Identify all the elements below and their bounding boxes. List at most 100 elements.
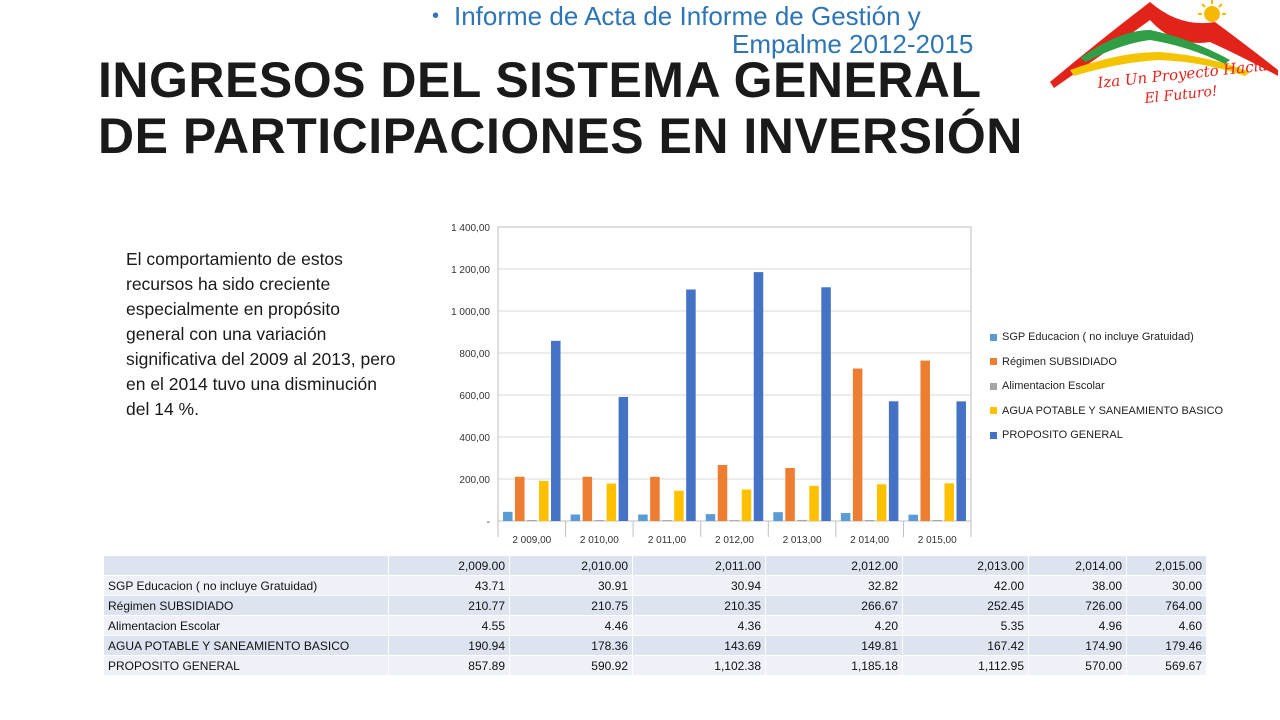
table-cell: 4.46 <box>509 615 633 636</box>
legend-swatch <box>990 431 997 439</box>
description-text: El comportamiento de estos recursos ha s… <box>126 249 396 419</box>
table-cell: 30.94 <box>632 575 766 596</box>
table-row-label: PROPOSITO GENERAL <box>103 655 389 676</box>
legend-swatch <box>990 358 997 366</box>
x-tick-label: 2 009,00 <box>512 535 551 546</box>
table-row-label: Régimen SUBSIDIADO <box>103 595 389 616</box>
table-cell: 38.00 <box>1028 575 1127 596</box>
bar <box>527 520 537 521</box>
table-row: Régimen SUBSIDIADO 210.77 210.75 210.35 266.… <box>103 595 1207 616</box>
table-cell: 4.36 <box>632 615 766 636</box>
table-cell: 252.45 <box>902 595 1029 616</box>
table-cell: 30.00 <box>1126 575 1207 596</box>
legend-item: PROPOSITO GENERAL <box>990 423 1270 448</box>
y-tick-label: 1 400,00 <box>451 223 490 234</box>
table-row: SGP Educacion ( no incluye Gratuidad) 43.… <box>103 575 1207 596</box>
x-tick-label: 2 011,00 <box>648 535 687 546</box>
y-tick-label: 400,00 <box>459 433 490 444</box>
municipal-logo: Iza Un Proyecto Hacia El Futuro! <box>1050 0 1278 107</box>
table-cell: 570.00 <box>1028 655 1127 676</box>
table-cell: 32.82 <box>765 575 903 596</box>
bar <box>809 485 819 521</box>
bar <box>773 512 783 521</box>
table-cell: 174.90 <box>1028 635 1127 656</box>
table-row-label: Alimentacion Escolar <box>103 615 389 636</box>
bar <box>618 396 629 521</box>
table-row: Alimentacion Escolar 4.55 4.46 4.36 4.20 5.35… <box>103 615 1207 636</box>
table-cell: 569.67 <box>1126 655 1207 676</box>
table-cell: 4.60 <box>1126 615 1207 636</box>
bar <box>729 520 740 521</box>
legend-item: Alimentacion Escolar <box>990 374 1270 399</box>
legend-label: PROPOSITO GENERAL <box>1002 429 1123 442</box>
mountain-yellow-icon <box>1070 52 1250 76</box>
table-cell: 4.96 <box>1028 615 1127 636</box>
table-header-row: 2,009.00 2,010.00 2,011.00 2,012.00 2,013.00… <box>103 555 1207 576</box>
data-table: 2,009.00 2,010.00 2,011.00 2,012.00 2,013.00… <box>103 555 1207 676</box>
bar <box>662 520 672 521</box>
table-cell: 143.69 <box>632 635 766 656</box>
table-cell: 178.36 <box>509 635 633 656</box>
bar <box>908 514 918 521</box>
table-cell: 149.81 <box>765 635 903 656</box>
mountain-red-icon <box>1050 2 1278 88</box>
bar <box>821 287 831 521</box>
subtitle-line-2: Empalme 2012-2015 <box>732 29 974 59</box>
legend-item: Régimen SUBSIDIADO <box>990 350 1270 375</box>
bullet-icon: • <box>432 5 440 27</box>
mountain-green-icon <box>1080 30 1230 64</box>
table-row-label: SGP Educacion ( no incluye Gratuidad) <box>103 575 389 596</box>
bar <box>674 490 684 521</box>
bar <box>785 467 795 521</box>
page-title-line-2: DE PARTICIPACIONES EN INVERSIÓN <box>98 108 1023 164</box>
table-cell: 4.20 <box>765 615 903 636</box>
chart-legend: SGP Educacion ( no incluye Gratuidad) Rég… <box>990 325 1270 448</box>
bar <box>852 368 863 521</box>
table-cell: 726.00 <box>1028 595 1127 616</box>
table-cell: 4.55 <box>388 615 510 636</box>
x-tick-label: 2 015,00 <box>918 535 957 546</box>
bar <box>606 483 617 521</box>
table-header-cell: 2,013.00 <box>902 555 1029 576</box>
legend-swatch <box>990 407 997 415</box>
y-tick-label: - <box>487 517 490 528</box>
bar <box>503 511 513 521</box>
bar <box>920 360 930 521</box>
y-tick-label: 1 200,00 <box>451 265 490 276</box>
table-header-cell: 2,015.00 <box>1126 555 1207 576</box>
legend-label: Régimen SUBSIDIADO <box>1002 355 1117 368</box>
table-header-cell: 2,010.00 <box>509 555 633 576</box>
bar <box>705 514 716 521</box>
y-tick-label: 800,00 <box>459 349 490 360</box>
table-cell: 42.00 <box>902 575 1029 596</box>
legend-label: AGUA POTABLE Y SANEAMIENTO BASICO <box>1002 404 1224 417</box>
table-cell: 1,112.95 <box>902 655 1029 676</box>
table-cell: 167.42 <box>902 635 1029 656</box>
table-cell: 5.35 <box>902 615 1029 636</box>
bar <box>797 519 807 521</box>
bar <box>515 476 525 521</box>
bar <box>594 520 605 521</box>
bar <box>570 514 581 521</box>
bar <box>551 340 561 521</box>
table-row: AGUA POTABLE Y SANEAMIENTO BASICO 190.94 1… <box>103 635 1207 656</box>
x-tick-label: 2 010,00 <box>580 535 619 546</box>
table-header-cell: 2,012.00 <box>765 555 903 576</box>
subtitle-line-1: Informe de Acta de Informe de Gestión y <box>454 1 921 31</box>
legend-swatch <box>990 333 997 341</box>
x-tick-label: 2 012,00 <box>715 535 754 546</box>
table-cell: 266.67 <box>765 595 903 616</box>
sun-icon <box>1198 0 1226 22</box>
bar <box>638 514 648 521</box>
bar <box>741 489 752 521</box>
table-row: PROPOSITO GENERAL 857.89 590.92 1,102.38 1,1… <box>103 655 1207 676</box>
bar <box>686 289 696 521</box>
logo-text-line-2: El Futuro! <box>1143 83 1219 107</box>
bar <box>944 483 954 521</box>
table-row-label: AGUA POTABLE Y SANEAMIENTO BASICO <box>103 635 389 656</box>
x-tick-label: 2 013,00 <box>783 535 822 546</box>
table-cell: 210.77 <box>388 595 510 616</box>
bar <box>932 520 942 521</box>
table-header-cell: 2,009.00 <box>388 555 510 576</box>
bar <box>864 519 875 521</box>
